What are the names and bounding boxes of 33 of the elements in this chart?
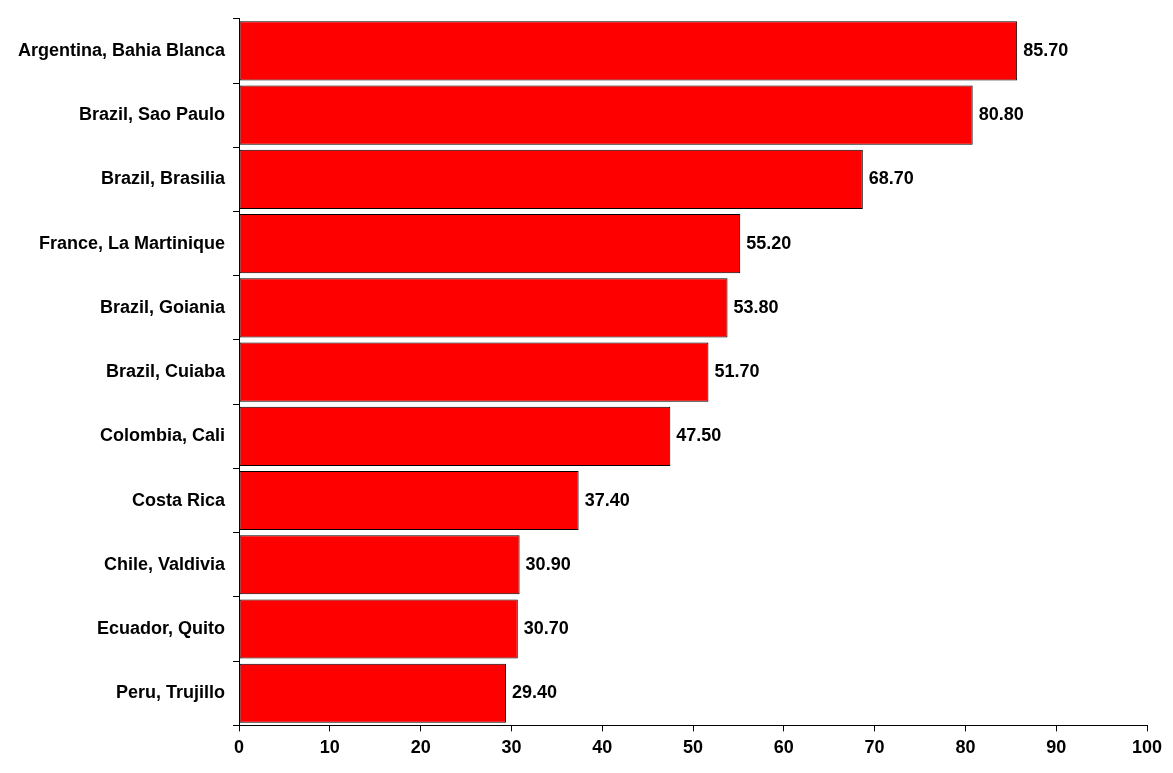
y-tick-label: Peru, Trujillo <box>116 682 226 703</box>
y-tick-label: France, La Martinique <box>39 232 226 253</box>
x-tick-label: 50 <box>683 737 704 758</box>
data-label: 53.80 <box>733 296 779 317</box>
y-tick-label: Brazil, Goiania <box>100 296 227 317</box>
y-tick-label: Argentina, Bahia Blanca <box>17 39 227 60</box>
y-tick-label: Ecuador, Quito <box>97 618 226 639</box>
data-label: 37.40 <box>584 489 630 510</box>
y-tick-label: Chile, Valdivia <box>103 553 227 574</box>
x-tick-label: 20 <box>410 737 431 758</box>
data-label: 80.80 <box>978 104 1024 125</box>
y-tick-label: Brazil, Cuiaba <box>106 361 227 382</box>
x-tick-label: 100 <box>1131 737 1163 758</box>
x-tick-label: 90 <box>1046 737 1067 758</box>
x-tick-label: 0 <box>234 737 245 758</box>
data-label: 30.90 <box>525 553 571 574</box>
x-tick-label: 70 <box>864 737 885 758</box>
x-tick-label: 10 <box>319 737 340 758</box>
x-tick-label: 80 <box>955 737 976 758</box>
x-tick-label: 60 <box>773 737 794 758</box>
x-tick-label: 30 <box>501 737 522 758</box>
data-label: 30.70 <box>523 618 569 639</box>
y-tick-label: Costa Rica <box>132 489 227 510</box>
y-tick-label: Colombia, Cali <box>100 425 226 446</box>
x-tick-label: 40 <box>592 737 613 758</box>
data-label: 29.40 <box>511 682 558 703</box>
data-label: 47.50 <box>676 425 722 446</box>
y-tick-label: Brazil, Brasilia <box>100 168 227 189</box>
data-label: 55.20 <box>746 232 792 253</box>
data-label: 85.70 <box>1023 39 1069 60</box>
data-label: 68.70 <box>868 168 914 189</box>
data-label: 51.70 <box>714 361 760 382</box>
y-tick-label: Brazil, Sao Paulo <box>79 104 226 125</box>
